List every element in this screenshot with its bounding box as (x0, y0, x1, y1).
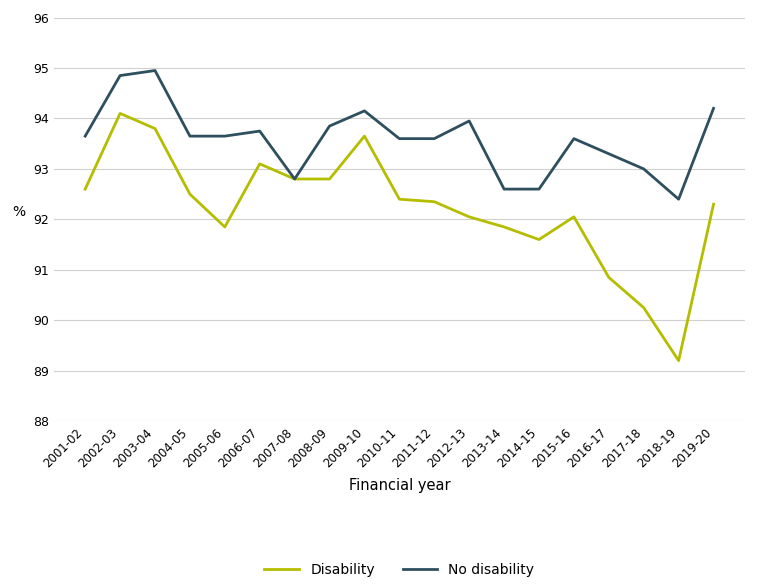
No disability (185, 133, 194, 140)
Disability (429, 198, 439, 205)
No disability (674, 195, 684, 202)
No disability (535, 185, 544, 192)
Disability (499, 223, 508, 230)
Y-axis label: %: % (12, 205, 25, 219)
No disability (604, 150, 614, 157)
No disability (709, 105, 718, 112)
No disability (465, 118, 474, 125)
No disability (639, 166, 648, 173)
No disability (220, 133, 230, 140)
No disability (325, 122, 334, 129)
No disability (255, 128, 264, 135)
Disability (360, 133, 369, 140)
Disability (255, 160, 264, 167)
Disability (569, 214, 578, 221)
No disability (499, 185, 508, 192)
X-axis label: Financial year: Financial year (349, 479, 450, 493)
No disability (569, 135, 578, 142)
Disability (290, 176, 300, 183)
No disability (290, 176, 300, 183)
Disability (325, 176, 334, 183)
Disability (185, 191, 194, 198)
No disability (115, 72, 124, 79)
Disability (395, 195, 404, 202)
No disability (360, 108, 369, 115)
No disability (81, 133, 90, 140)
Disability (465, 214, 474, 221)
Line: No disability: No disability (85, 71, 713, 199)
No disability (429, 135, 439, 142)
Disability (709, 201, 718, 208)
Disability (535, 236, 544, 243)
No disability (395, 135, 404, 142)
Legend: Disability, No disability: Disability, No disability (259, 558, 540, 583)
Line: Disability: Disability (85, 113, 713, 360)
Disability (674, 357, 684, 364)
Disability (639, 304, 648, 311)
Disability (604, 274, 614, 281)
No disability (151, 67, 160, 74)
Disability (220, 223, 230, 230)
Disability (81, 185, 90, 192)
Disability (115, 110, 124, 117)
Disability (151, 125, 160, 132)
